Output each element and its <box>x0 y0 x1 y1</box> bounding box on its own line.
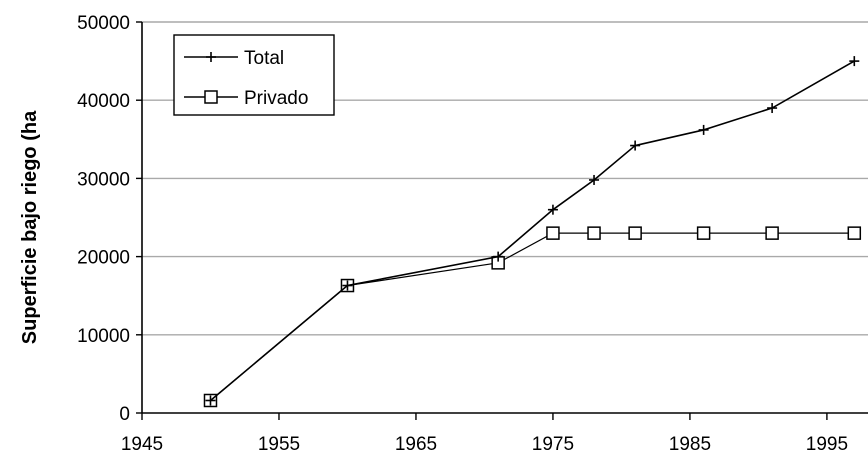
data-point-total <box>767 103 778 114</box>
data-point-total <box>630 140 641 151</box>
data-point-total <box>698 124 709 135</box>
y-tick-label: 30000 <box>77 169 130 190</box>
x-axis-ticks: 1945 1955 1965 1975 1985 1995 <box>121 413 848 455</box>
legend-label-total: Total <box>244 48 284 69</box>
x-tick-label: 1945 <box>121 434 163 455</box>
data-point-privado <box>696 226 711 240</box>
series-line-privado <box>210 232 855 401</box>
legend-item-total: Total <box>184 48 284 69</box>
data-point-total <box>547 204 558 215</box>
y-axis-label: Superficie bajo riego (ha <box>19 110 41 344</box>
data-point-total <box>493 251 504 262</box>
x-tick-label: 1975 <box>532 434 574 455</box>
data-point-privado <box>546 226 560 240</box>
data-point-privado <box>847 226 862 240</box>
y-tick-label: 20000 <box>77 248 130 269</box>
data-point-total <box>589 174 600 185</box>
legend: Total Privado <box>173 34 335 116</box>
data-point-privado <box>765 226 779 240</box>
legend-item-privado: Privado <box>184 88 308 109</box>
series-total <box>205 56 860 406</box>
data-point-privado <box>628 226 642 240</box>
x-tick-label: 1955 <box>258 434 300 455</box>
y-axis-ticks: 0 10000 20000 30000 40000 50000 <box>77 13 142 425</box>
series-layer <box>203 56 862 408</box>
y-tick-label: 0 <box>119 404 130 425</box>
x-tick-label: 1965 <box>395 434 437 455</box>
x-tick-label: 1985 <box>669 434 711 455</box>
data-point-total <box>342 280 353 291</box>
legend-marker-total <box>206 52 216 62</box>
data-point-privado <box>587 226 601 240</box>
y-tick-label: 40000 <box>77 91 130 112</box>
x-tick-label: 1995 <box>806 434 848 455</box>
data-point-total <box>849 56 860 67</box>
legend-label-privado: Privado <box>244 88 308 109</box>
data-point-total <box>205 395 216 406</box>
y-tick-label: 50000 <box>77 13 130 34</box>
series-privado <box>203 226 862 408</box>
legend-marker-privado <box>204 90 218 104</box>
legend-box <box>173 34 335 116</box>
y-tick-label: 10000 <box>77 326 130 347</box>
axes <box>141 22 868 414</box>
